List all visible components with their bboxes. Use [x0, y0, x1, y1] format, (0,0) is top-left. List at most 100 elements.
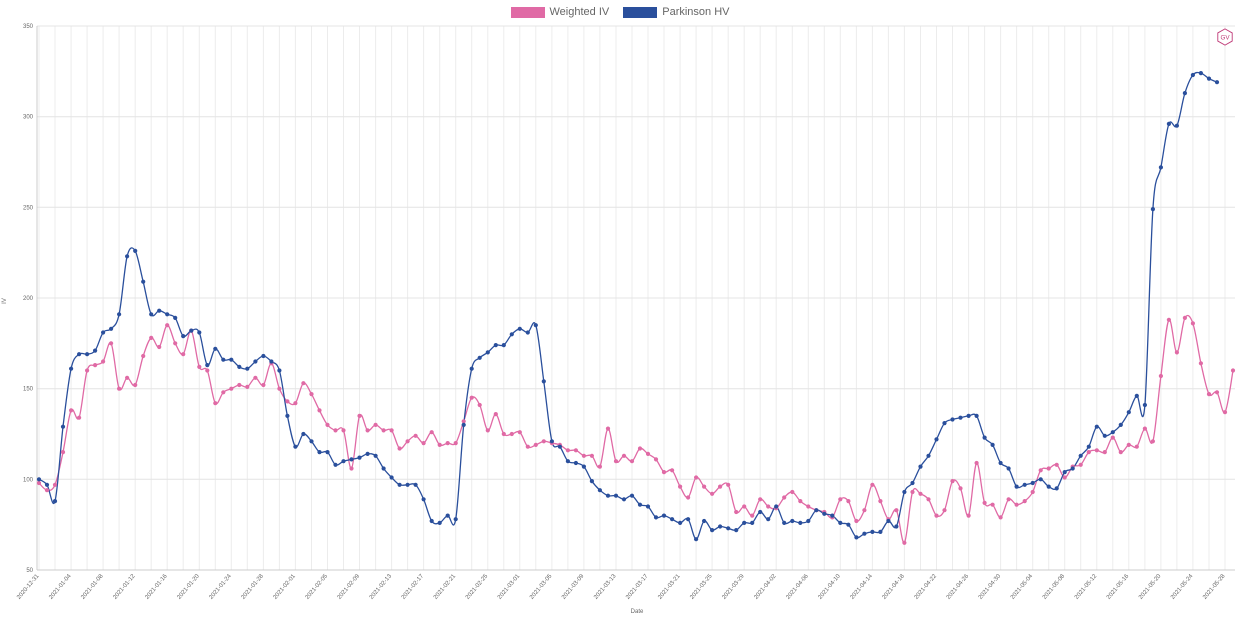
data-point-weighted-iv[interactable] — [661, 470, 667, 475]
data-point-weighted-iv[interactable] — [734, 509, 739, 515]
data-point-weighted-iv[interactable] — [1214, 390, 1220, 395]
data-point-parkinson-hv[interactable] — [982, 435, 987, 440]
data-point-weighted-iv[interactable] — [718, 484, 723, 489]
data-point-weighted-iv[interactable] — [229, 386, 234, 391]
data-point-weighted-iv[interactable] — [109, 341, 114, 346]
data-point-parkinson-hv[interactable] — [726, 526, 731, 531]
data-point-weighted-iv[interactable] — [678, 484, 683, 489]
data-point-parkinson-hv[interactable] — [389, 475, 394, 480]
data-point-parkinson-hv[interactable] — [1198, 71, 1203, 76]
data-point-parkinson-hv[interactable] — [1158, 165, 1163, 170]
data-point-parkinson-hv[interactable] — [52, 499, 58, 504]
data-point-parkinson-hv[interactable] — [133, 248, 138, 253]
data-point-weighted-iv[interactable] — [365, 428, 370, 433]
data-point-parkinson-hv[interactable] — [1102, 433, 1107, 438]
data-point-parkinson-hv[interactable] — [189, 328, 194, 333]
data-point-parkinson-hv[interactable] — [365, 451, 370, 456]
data-point-weighted-iv[interactable] — [750, 513, 755, 518]
data-point-parkinson-hv[interactable] — [661, 513, 667, 518]
data-point-weighted-iv[interactable] — [261, 382, 266, 388]
data-point-parkinson-hv[interactable] — [605, 493, 611, 498]
data-point-weighted-iv[interactable] — [846, 499, 851, 504]
data-point-parkinson-hv[interactable] — [718, 524, 723, 529]
data-point-weighted-iv[interactable] — [165, 323, 170, 328]
data-point-weighted-iv[interactable] — [101, 359, 106, 364]
data-point-parkinson-hv[interactable] — [181, 334, 186, 339]
data-point-parkinson-hv[interactable] — [397, 482, 402, 487]
data-point-weighted-iv[interactable] — [958, 486, 963, 491]
data-point-parkinson-hv[interactable] — [253, 359, 258, 364]
data-point-parkinson-hv[interactable] — [1214, 80, 1220, 85]
data-point-parkinson-hv[interactable] — [429, 518, 434, 524]
data-point-weighted-iv[interactable] — [421, 441, 426, 446]
data-point-parkinson-hv[interactable] — [381, 466, 386, 471]
data-point-weighted-iv[interactable] — [670, 468, 675, 473]
data-point-parkinson-hv[interactable] — [60, 424, 66, 429]
legend-item-weighted-iv[interactable]: Weighted IV — [510, 6, 609, 18]
data-point-weighted-iv[interactable] — [998, 515, 1003, 520]
data-point-weighted-iv[interactable] — [573, 448, 579, 453]
data-point-weighted-iv[interactable] — [221, 390, 226, 395]
data-point-weighted-iv[interactable] — [125, 375, 130, 380]
data-point-weighted-iv[interactable] — [357, 413, 362, 418]
data-point-parkinson-hv[interactable] — [549, 439, 555, 444]
data-point-parkinson-hv[interactable] — [1054, 486, 1059, 491]
data-point-weighted-iv[interactable] — [77, 415, 82, 420]
data-point-weighted-iv[interactable] — [1014, 502, 1019, 507]
data-point-weighted-iv[interactable] — [902, 540, 907, 545]
data-point-parkinson-hv[interactable] — [974, 413, 979, 418]
data-point-weighted-iv[interactable] — [325, 422, 330, 427]
data-point-weighted-iv[interactable] — [1206, 392, 1212, 397]
data-point-weighted-iv[interactable] — [445, 441, 450, 446]
data-point-parkinson-hv[interactable] — [413, 482, 418, 487]
data-point-parkinson-hv[interactable] — [357, 455, 362, 460]
data-point-weighted-iv[interactable] — [934, 513, 939, 518]
data-point-parkinson-hv[interactable] — [109, 326, 114, 331]
data-point-weighted-iv[interactable] — [173, 341, 178, 346]
data-point-parkinson-hv[interactable] — [1190, 72, 1195, 78]
data-point-weighted-iv[interactable] — [373, 422, 378, 427]
data-point-parkinson-hv[interactable] — [44, 482, 50, 487]
data-point-weighted-iv[interactable] — [637, 446, 643, 451]
data-point-parkinson-hv[interactable] — [533, 323, 538, 328]
data-point-parkinson-hv[interactable] — [742, 520, 747, 526]
data-point-parkinson-hv[interactable] — [245, 366, 250, 371]
data-point-parkinson-hv[interactable] — [918, 464, 923, 469]
data-point-parkinson-hv[interactable] — [1206, 76, 1212, 81]
data-point-parkinson-hv[interactable] — [1022, 482, 1027, 487]
data-point-weighted-iv[interactable] — [918, 491, 923, 496]
data-point-parkinson-hv[interactable] — [461, 422, 466, 427]
data-point-parkinson-hv[interactable] — [1038, 477, 1043, 482]
data-point-parkinson-hv[interactable] — [141, 279, 146, 284]
data-point-weighted-iv[interactable] — [397, 446, 402, 451]
data-point-weighted-iv[interactable] — [613, 459, 619, 464]
data-point-weighted-iv[interactable] — [758, 497, 763, 502]
data-point-weighted-iv[interactable] — [838, 497, 843, 502]
data-point-parkinson-hv[interactable] — [902, 489, 907, 495]
data-point-parkinson-hv[interactable] — [766, 517, 771, 522]
data-point-parkinson-hv[interactable] — [565, 459, 571, 464]
data-point-weighted-iv[interactable] — [1126, 442, 1131, 447]
data-point-parkinson-hv[interactable] — [1062, 470, 1067, 475]
data-point-weighted-iv[interactable] — [285, 399, 290, 404]
data-point-weighted-iv[interactable] — [277, 386, 282, 391]
data-point-weighted-iv[interactable] — [69, 408, 74, 413]
data-point-parkinson-hv[interactable] — [702, 518, 707, 524]
data-point-parkinson-hv[interactable] — [36, 477, 42, 482]
data-point-weighted-iv[interactable] — [1222, 410, 1228, 415]
data-point-parkinson-hv[interactable] — [686, 517, 691, 522]
data-point-parkinson-hv[interactable] — [846, 522, 851, 527]
data-point-weighted-iv[interactable] — [461, 419, 466, 424]
data-point-parkinson-hv[interactable] — [966, 413, 971, 418]
data-point-weighted-iv[interactable] — [437, 442, 442, 447]
data-point-parkinson-hv[interactable] — [1014, 484, 1019, 489]
data-point-parkinson-hv[interactable] — [405, 482, 410, 487]
data-point-weighted-iv[interactable] — [52, 482, 58, 487]
data-point-parkinson-hv[interactable] — [261, 353, 266, 359]
data-point-parkinson-hv[interactable] — [894, 524, 899, 529]
data-point-parkinson-hv[interactable] — [878, 529, 883, 535]
data-point-parkinson-hv[interactable] — [814, 508, 819, 513]
data-point-parkinson-hv[interactable] — [958, 415, 963, 420]
data-point-parkinson-hv[interactable] — [1182, 91, 1187, 96]
data-point-weighted-iv[interactable] — [966, 513, 971, 518]
